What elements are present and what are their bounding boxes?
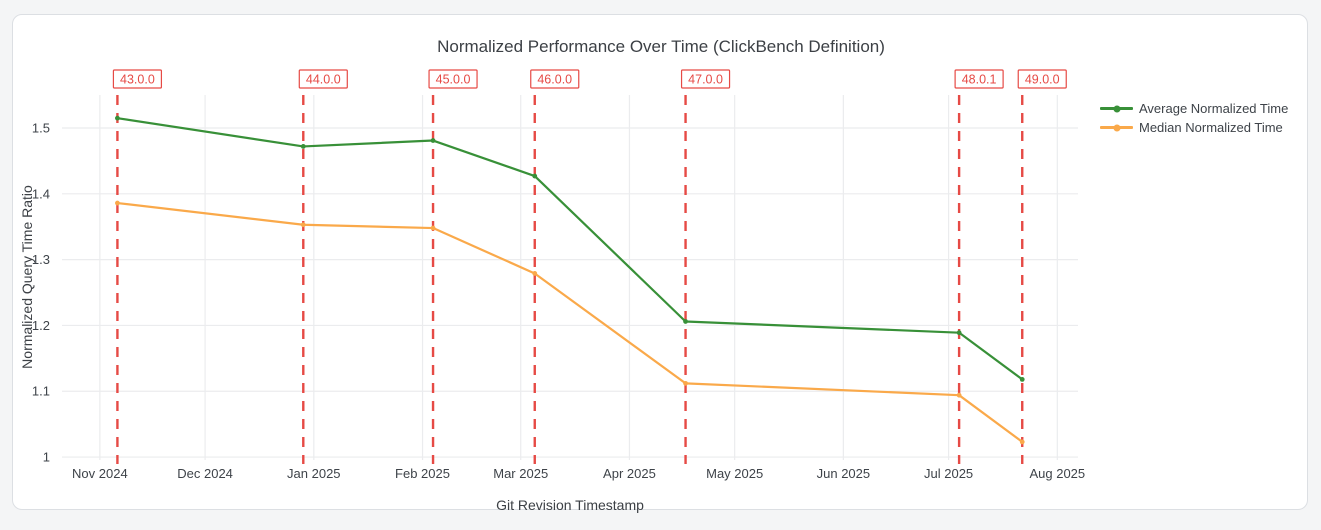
data-point-median — [430, 225, 436, 231]
y-tick-label: 1.4 — [32, 186, 50, 201]
data-point-median — [115, 200, 120, 206]
version-label: 45.0.0 — [436, 73, 471, 87]
x-tick-label: Mar 2025 — [493, 466, 548, 481]
chart-title: Normalized Performance Over Time (ClickB… — [437, 37, 885, 56]
legend-item-average[interactable]: Average Normalized Time — [1100, 99, 1288, 118]
version-label: 47.0.0 — [688, 73, 723, 87]
data-point-average — [115, 115, 120, 121]
y-tick-label: 1 — [43, 450, 50, 465]
legend-item-median[interactable]: Median Normalized Time — [1100, 118, 1288, 137]
version-label: 46.0.0 — [537, 73, 572, 87]
version-label: 48.0.1 — [962, 73, 997, 87]
x-tick-label: Jul 2025 — [924, 466, 973, 481]
y-tick-label: 1.1 — [32, 384, 50, 399]
x-tick-label: Feb 2025 — [395, 466, 450, 481]
x-tick-label: May 2025 — [706, 466, 763, 481]
data-point-average — [956, 330, 962, 336]
legend-label-median: Median Normalized Time — [1139, 120, 1283, 135]
version-label: 49.0.0 — [1025, 73, 1060, 87]
version-label: 44.0.0 — [306, 73, 341, 87]
version-label-box — [1017, 69, 1067, 89]
data-point-average — [300, 144, 306, 149]
data-point-average — [1019, 376, 1025, 382]
data-point-median — [532, 271, 538, 276]
version-label-box — [298, 69, 348, 89]
version-label-box — [954, 69, 1004, 89]
y-tick-label: 1.5 — [32, 121, 50, 136]
data-point-average — [683, 319, 688, 324]
series-line-average — [116, 117, 1024, 381]
x-axis-title: Git Revision Timestamp — [496, 497, 644, 513]
y-tick-label: 1.3 — [32, 252, 50, 267]
average-line-sample-icon — [1100, 105, 1133, 112]
chart-card — [12, 14, 1308, 510]
version-label: 43.0.0 — [120, 73, 155, 87]
version-label-box — [680, 69, 731, 89]
median-line-sample-icon — [1100, 124, 1133, 131]
version-label-box — [428, 69, 478, 89]
series-line-median — [116, 201, 1024, 444]
data-point-median — [683, 380, 688, 386]
y-tick-label: 1.2 — [32, 318, 50, 333]
x-tick-label: Jan 2025 — [287, 466, 341, 481]
x-tick-label: Dec 2024 — [177, 466, 233, 481]
data-point-average — [430, 138, 436, 143]
legend-label-average: Average Normalized Time — [1139, 101, 1289, 116]
data-point-median — [1019, 439, 1025, 445]
x-tick-label: Jun 2025 — [817, 466, 871, 481]
data-point-average — [532, 173, 538, 179]
legend: Average Normalized Time Median Normalize… — [1100, 99, 1288, 137]
x-tick-label: Nov 2024 — [72, 466, 128, 481]
x-tick-label: Apr 2025 — [603, 466, 656, 481]
x-tick-label: Aug 2025 — [1029, 466, 1085, 481]
version-label-box — [530, 69, 580, 89]
version-label-box — [112, 69, 163, 89]
data-point-median — [956, 392, 962, 398]
data-point-median — [300, 222, 306, 228]
